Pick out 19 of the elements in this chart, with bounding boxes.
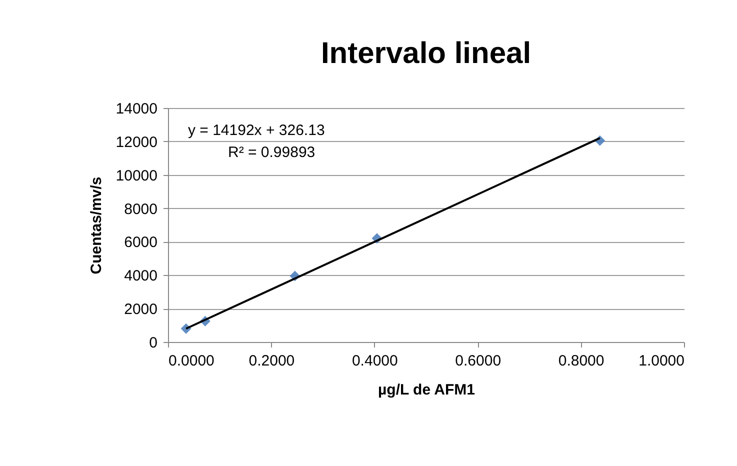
y-tick-label: 2000 — [124, 301, 158, 318]
x-tick-label: 0.0000 — [168, 352, 214, 370]
annotation: y = 14192x + 326.13 — [188, 122, 325, 139]
y-tick-label: 10000 — [116, 167, 158, 184]
y-tick-label: 12000 — [116, 134, 158, 151]
x-tick-label: 1.0000 — [638, 352, 684, 370]
y-tick-label: 8000 — [124, 200, 158, 218]
y-tick-label: 0 — [149, 334, 158, 352]
y-tick-label: 6000 — [124, 234, 158, 252]
x-tick-label: 0.4000 — [352, 352, 398, 370]
annotation: R² = 0.99893 — [228, 144, 316, 161]
x-tick-label: 0.8000 — [558, 352, 604, 370]
x-axis-title: µg/L de AFM1 — [378, 382, 475, 398]
x-tick-label: 0.6000 — [455, 352, 502, 370]
y-tick-label: 14000 — [116, 100, 158, 118]
x-tick-label: 0.2000 — [248, 352, 295, 370]
y-tick-label: 4000 — [124, 268, 158, 285]
chart-title: Intervalo lineal — [320, 37, 532, 70]
y-axis-title: Cuentas/mv/s — [88, 176, 105, 274]
